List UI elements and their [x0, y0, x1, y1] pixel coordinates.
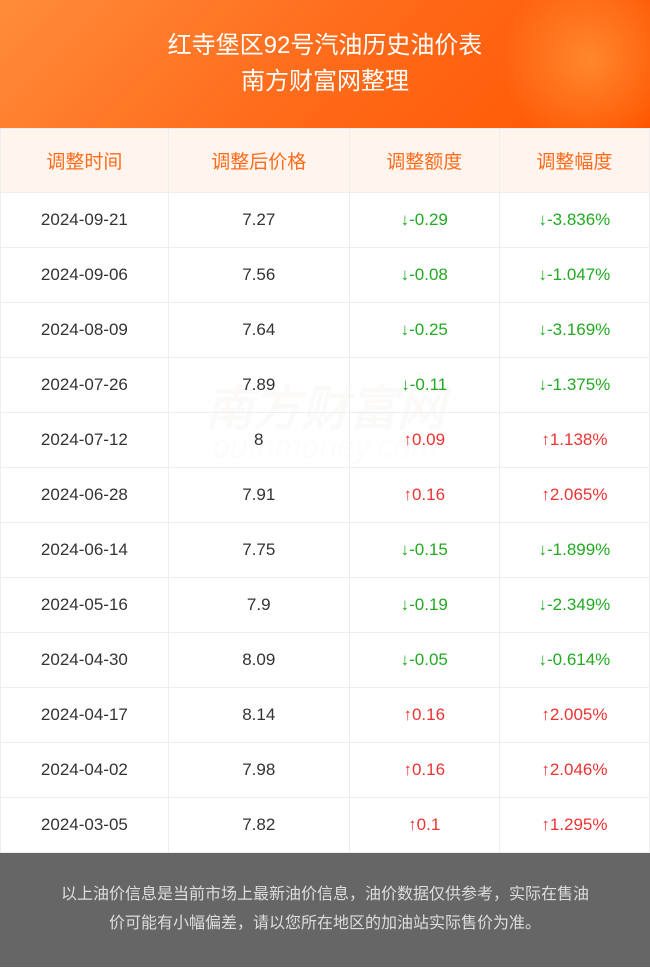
cell-date: 2024-07-12 — [1, 413, 169, 468]
cell-price: 8.09 — [168, 633, 349, 688]
table-row: 2024-06-287.91↑0.16↑2.065% — [1, 468, 650, 523]
cell-percent: ↓-3.836% — [499, 193, 649, 248]
cell-price: 7.98 — [168, 743, 349, 798]
cell-date: 2024-03-05 — [1, 798, 169, 853]
footer-disclaimer: 以上油价信息是当前市场上最新油价信息，油价数据仅供参考，实际在售油价可能有小幅偏… — [0, 853, 650, 967]
col-percent: 调整幅度 — [499, 129, 649, 193]
cell-amount: ↓-0.05 — [349, 633, 499, 688]
cell-date: 2024-06-14 — [1, 523, 169, 578]
table-row: 2024-04-308.09↓-0.05↓-0.614% — [1, 633, 650, 688]
cell-date: 2024-07-26 — [1, 358, 169, 413]
cell-date: 2024-05-16 — [1, 578, 169, 633]
cell-price: 8 — [168, 413, 349, 468]
cell-price: 7.56 — [168, 248, 349, 303]
col-price: 调整后价格 — [168, 129, 349, 193]
cell-percent: ↑2.005% — [499, 688, 649, 743]
table-row: 2024-05-167.9↓-0.19↓-2.349% — [1, 578, 650, 633]
cell-date: 2024-06-28 — [1, 468, 169, 523]
cell-percent: ↑2.065% — [499, 468, 649, 523]
table-row: 2024-09-217.27↓-0.29↓-3.836% — [1, 193, 650, 248]
cell-date: 2024-04-17 — [1, 688, 169, 743]
table-row: 2024-03-057.82↑0.1↑1.295% — [1, 798, 650, 853]
table-header-row: 调整时间 调整后价格 调整额度 调整幅度 — [1, 129, 650, 193]
cell-amount: ↓-0.19 — [349, 578, 499, 633]
cell-date: 2024-08-09 — [1, 303, 169, 358]
cell-amount: ↓-0.11 — [349, 358, 499, 413]
cell-price: 7.9 — [168, 578, 349, 633]
cell-percent: ↓-0.614% — [499, 633, 649, 688]
header-banner: 红寺堡区92号汽油历史油价表 南方财富网整理 — [0, 0, 650, 128]
col-date: 调整时间 — [1, 129, 169, 193]
cell-amount: ↑0.16 — [349, 688, 499, 743]
page-title: 红寺堡区92号汽油历史油价表 — [20, 28, 630, 64]
price-table: 调整时间 调整后价格 调整额度 调整幅度 2024-09-217.27↓-0.2… — [0, 128, 650, 853]
cell-amount: ↑0.16 — [349, 468, 499, 523]
table-row: 2024-04-178.14↑0.16↑2.005% — [1, 688, 650, 743]
cell-price: 7.89 — [168, 358, 349, 413]
page-subtitle: 南方财富网整理 — [20, 64, 630, 100]
cell-price: 7.82 — [168, 798, 349, 853]
cell-percent: ↑1.138% — [499, 413, 649, 468]
cell-date: 2024-04-02 — [1, 743, 169, 798]
table-row: 2024-06-147.75↓-0.15↓-1.899% — [1, 523, 650, 578]
col-amount: 调整额度 — [349, 129, 499, 193]
cell-amount: ↓-0.29 — [349, 193, 499, 248]
cell-price: 8.14 — [168, 688, 349, 743]
cell-amount: ↑0.09 — [349, 413, 499, 468]
cell-percent: ↓-1.047% — [499, 248, 649, 303]
cell-percent: ↑2.046% — [499, 743, 649, 798]
table-row: 2024-07-267.89↓-0.11↓-1.375% — [1, 358, 650, 413]
cell-percent: ↓-2.349% — [499, 578, 649, 633]
cell-price: 7.75 — [168, 523, 349, 578]
cell-amount: ↑0.16 — [349, 743, 499, 798]
cell-date: 2024-09-21 — [1, 193, 169, 248]
cell-amount: ↓-0.15 — [349, 523, 499, 578]
cell-percent: ↑1.295% — [499, 798, 649, 853]
cell-percent: ↓-3.169% — [499, 303, 649, 358]
cell-price: 7.91 — [168, 468, 349, 523]
cell-percent: ↓-1.375% — [499, 358, 649, 413]
cell-percent: ↓-1.899% — [499, 523, 649, 578]
table-row: 2024-04-027.98↑0.16↑2.046% — [1, 743, 650, 798]
table-row: 2024-07-128↑0.09↑1.138% — [1, 413, 650, 468]
cell-amount: ↓-0.25 — [349, 303, 499, 358]
main-container: 红寺堡区92号汽油历史油价表 南方财富网整理 南方财富网 outhmoney.c… — [0, 0, 650, 967]
cell-date: 2024-04-30 — [1, 633, 169, 688]
cell-price: 7.27 — [168, 193, 349, 248]
table-row: 2024-09-067.56↓-0.08↓-1.047% — [1, 248, 650, 303]
table-row: 2024-08-097.64↓-0.25↓-3.169% — [1, 303, 650, 358]
table-body: 2024-09-217.27↓-0.29↓-3.836%2024-09-067.… — [1, 193, 650, 853]
cell-amount: ↓-0.08 — [349, 248, 499, 303]
cell-date: 2024-09-06 — [1, 248, 169, 303]
cell-price: 7.64 — [168, 303, 349, 358]
cell-amount: ↑0.1 — [349, 798, 499, 853]
table-wrapper: 南方财富网 outhmoney.com 调整时间 调整后价格 调整额度 调整幅度… — [0, 128, 650, 853]
